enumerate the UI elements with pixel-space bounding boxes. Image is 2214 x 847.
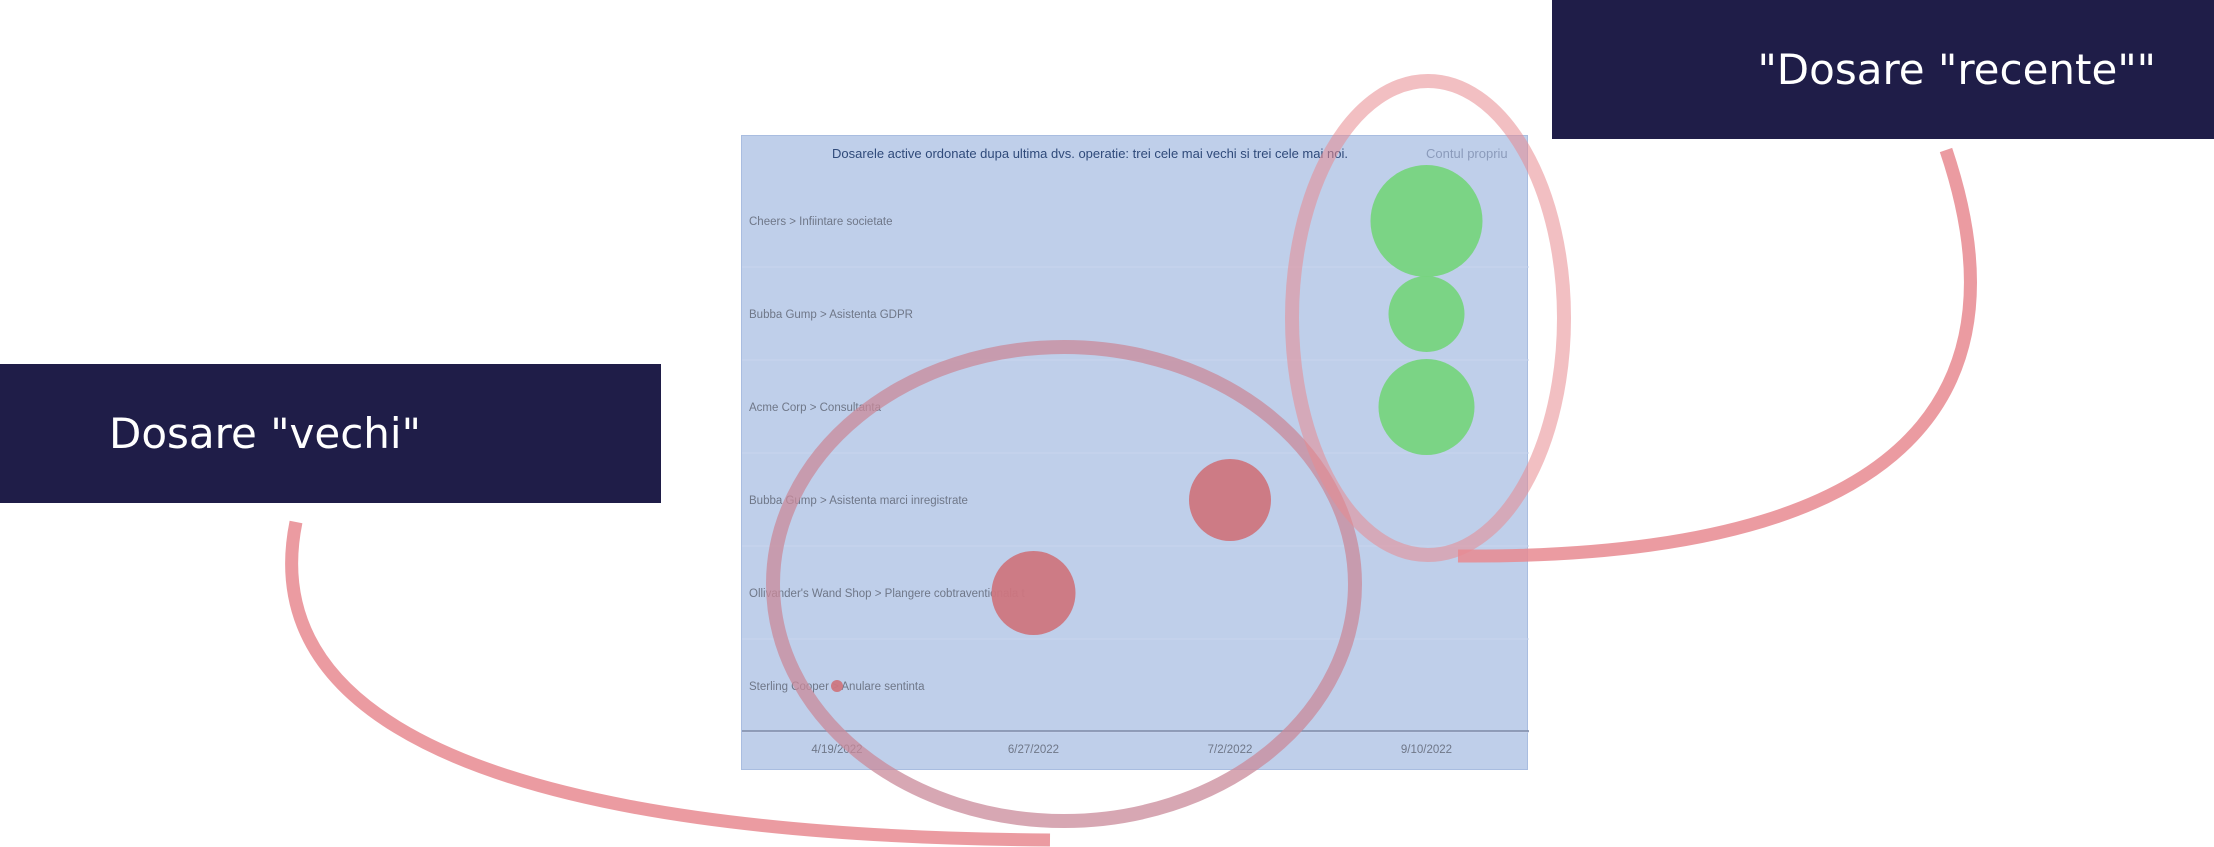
category-label: Bubba Gump > Asistenta marci inregistrat… [749, 495, 968, 507]
old-files-label: Dosare "vechi" [109, 409, 421, 458]
category-label: Bubba Gump > Asistenta GDPR [749, 309, 913, 321]
bubble-point [1388, 276, 1465, 352]
category-label: Ollivander's Wand Shop > Plangere cobtra… [749, 588, 1026, 600]
x-tick-label: 6/27/2022 [1008, 744, 1059, 756]
recent-files-label: "Dosare "recente"" [1757, 45, 2156, 94]
category-label: Cheers > Infiintare societate [749, 216, 893, 228]
bubble-point [1189, 459, 1271, 541]
bubble-point [1378, 359, 1475, 455]
chart-title: Dosarele active ordonate dupa ultima dvs… [832, 146, 1348, 161]
x-tick-label: 9/10/2022 [1401, 744, 1452, 756]
recent-files-callout: "Dosare "recente"" [1552, 0, 2214, 139]
bubble-point [991, 551, 1076, 635]
chart-panel: Dosarele active ordonate dupa ultima dvs… [741, 135, 1529, 770]
bubble-point [1370, 165, 1483, 277]
legend-label: Contul propriu [1426, 146, 1508, 161]
old-files-callout: Dosare "vechi" [0, 364, 661, 503]
x-tick-label: 7/2/2022 [1208, 744, 1253, 756]
recent-files-connector [1457, 147, 1977, 563]
bubble-point [831, 680, 843, 692]
bubble-chart: Dosarele active ordonate dupa ultima dvs… [742, 146, 1529, 756]
category-label: Acme Corp > Consultanta [749, 402, 882, 414]
x-tick-label: 4/19/2022 [811, 744, 862, 756]
